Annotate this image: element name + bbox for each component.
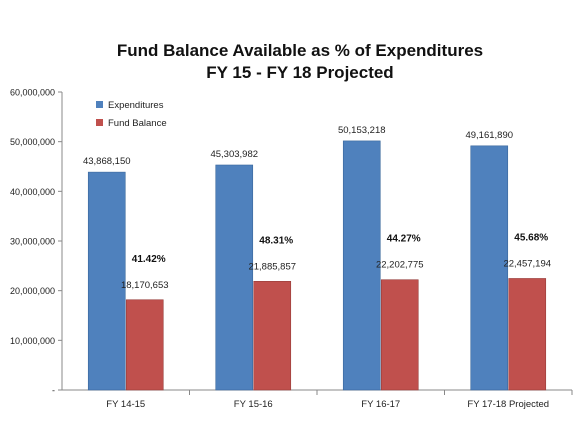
- y-tick-label: -: [52, 386, 55, 396]
- bar-expenditures: [215, 164, 254, 391]
- bar-expenditures: [342, 140, 381, 391]
- data-label-expenditures: 45,303,982: [210, 149, 258, 160]
- chart-title-line2: FY 15 - FY 18 Projected: [206, 63, 393, 82]
- data-label-fund-balance: 22,202,775: [376, 260, 424, 271]
- x-tick-label: FY 15-16: [234, 399, 273, 410]
- bar-fund-balance: [253, 281, 292, 391]
- data-label-fund-balance: 22,457,194: [503, 258, 551, 269]
- data-label-fund-balance: 18,170,653: [121, 280, 169, 291]
- data-label-expenditures: 49,161,890: [465, 130, 513, 141]
- y-tick-label: 10,000,000: [10, 336, 55, 346]
- y-tick-label: 30,000,000: [10, 237, 55, 247]
- bar-fund-balance: [508, 278, 547, 391]
- legend-label: Expenditures: [108, 100, 164, 111]
- legend: Expenditures Fund Balance: [96, 100, 167, 129]
- bar-expenditures: [470, 145, 509, 391]
- data-label-expenditures: 50,153,218: [338, 125, 386, 136]
- percent-label: 44.27%: [387, 234, 421, 245]
- y-tick-label: 20,000,000: [10, 286, 55, 296]
- y-tick-label: 40,000,000: [10, 187, 55, 197]
- x-tick-label: FY 17-18 Projected: [467, 399, 549, 410]
- legend-swatch: [96, 101, 103, 108]
- data-labels: 43,868,150 18,170,653 41.42% 45,303,982 21,8…: [83, 125, 551, 291]
- y-tick-label: 50,000,000: [10, 137, 55, 147]
- bars: [87, 140, 547, 391]
- bar-fund-balance: [125, 299, 164, 391]
- data-label-fund-balance: 21,885,857: [248, 261, 296, 272]
- chart-title-line1: Fund Balance Available as % of Expenditu…: [117, 41, 483, 60]
- data-label-expenditures: 43,868,150: [83, 156, 131, 167]
- bar-expenditures: [87, 171, 126, 391]
- percent-label: 48.31%: [259, 235, 293, 246]
- percent-label: 41.42%: [132, 254, 166, 265]
- x-tick-label: FY 16-17: [361, 399, 400, 410]
- legend-swatch: [96, 119, 103, 126]
- bar-fund-balance: [380, 279, 419, 391]
- legend-label: Fund Balance: [108, 118, 167, 129]
- percent-label: 45.68%: [514, 232, 548, 243]
- y-tick-label: 60,000,000: [10, 88, 55, 98]
- x-tick-label: FY 14-15: [106, 399, 145, 410]
